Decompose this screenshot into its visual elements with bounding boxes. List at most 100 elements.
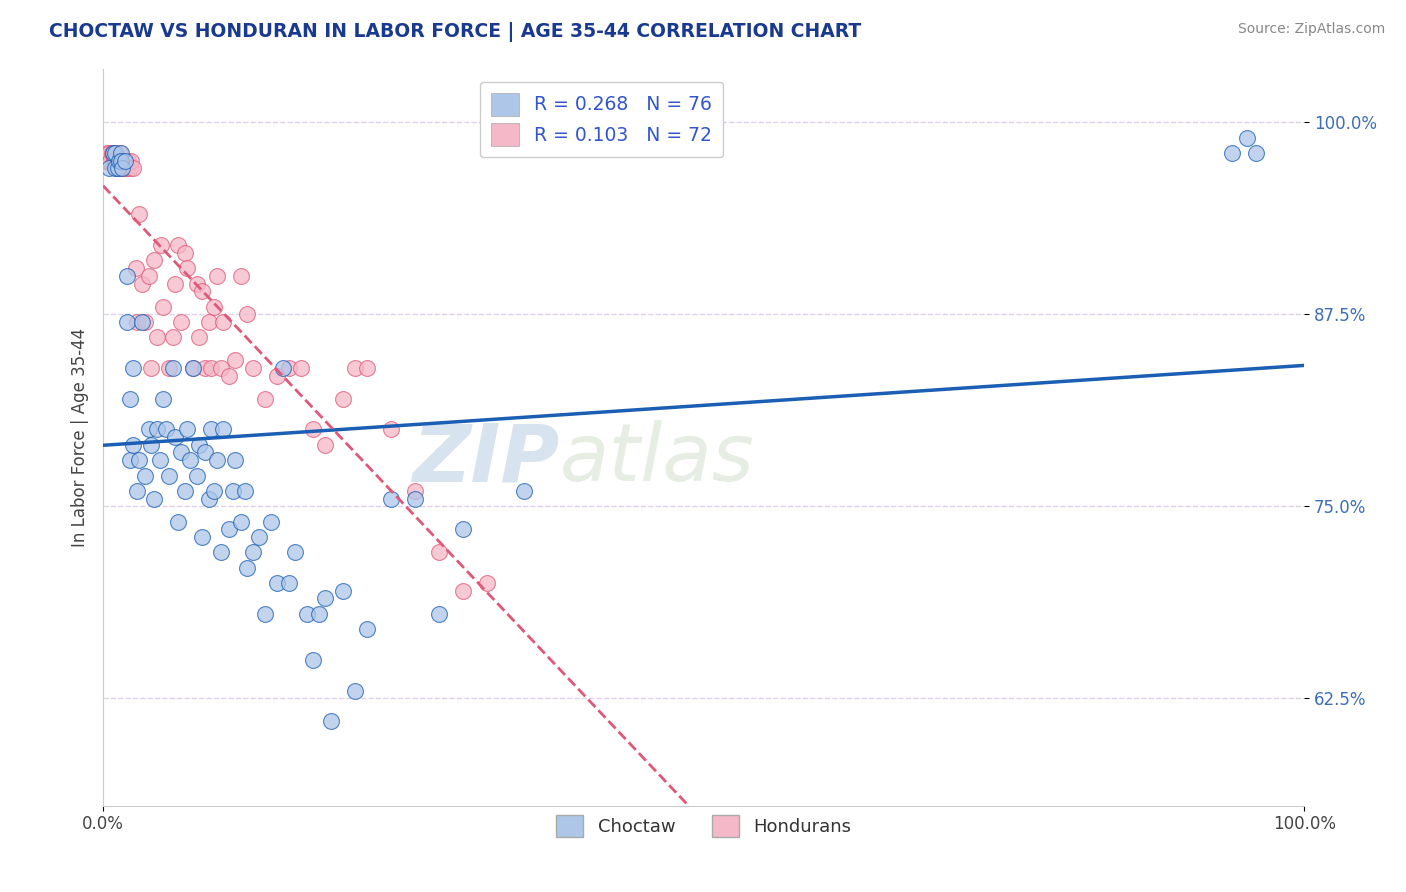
Point <box>181 361 204 376</box>
Point <box>118 161 141 176</box>
Point <box>188 330 211 344</box>
Point <box>94 153 117 168</box>
Point <box>186 468 208 483</box>
Point <box>224 453 246 467</box>
Point <box>207 453 229 467</box>
Point <box>233 483 256 498</box>
Point <box>120 153 142 168</box>
Point <box>260 515 283 529</box>
Point <box>125 483 148 498</box>
Point <box>149 238 172 252</box>
Point <box>173 483 195 498</box>
Point <box>134 315 156 329</box>
Point <box>107 161 129 176</box>
Point <box>104 161 127 176</box>
Point <box>254 392 277 406</box>
Point <box>117 153 139 168</box>
Point <box>148 453 170 467</box>
Point <box>429 545 451 559</box>
Point <box>332 392 354 406</box>
Point <box>166 515 188 529</box>
Point <box>236 560 259 574</box>
Point <box>380 422 402 436</box>
Point <box>297 607 319 621</box>
Point <box>103 153 125 168</box>
Point <box>356 361 378 376</box>
Point <box>198 491 221 506</box>
Point <box>242 361 264 376</box>
Point <box>98 153 121 168</box>
Point <box>236 307 259 321</box>
Point <box>101 146 124 161</box>
Point <box>142 491 165 506</box>
Point <box>146 330 169 344</box>
Point <box>181 361 204 376</box>
Point <box>209 545 232 559</box>
Point <box>141 361 163 376</box>
Point <box>138 268 160 283</box>
Point <box>356 622 378 636</box>
Point <box>404 491 426 506</box>
Point <box>142 253 165 268</box>
Point <box>128 453 150 467</box>
Point <box>429 607 451 621</box>
Point <box>104 146 127 161</box>
Point <box>179 453 201 467</box>
Point <box>380 491 402 506</box>
Point <box>224 353 246 368</box>
Point <box>170 445 193 459</box>
Point <box>477 576 499 591</box>
Point <box>254 607 277 621</box>
Point <box>107 153 129 168</box>
Point <box>98 146 121 161</box>
Point <box>200 361 222 376</box>
Point <box>155 422 177 436</box>
Point <box>101 146 124 161</box>
Point <box>111 161 134 176</box>
Point <box>122 438 145 452</box>
Point <box>198 315 221 329</box>
Point <box>212 422 235 436</box>
Point <box>453 522 475 536</box>
Point <box>131 315 153 329</box>
Point <box>321 714 343 729</box>
Point <box>308 607 330 621</box>
Point <box>1220 146 1243 161</box>
Point <box>190 284 212 298</box>
Point <box>404 483 426 498</box>
Point <box>290 361 312 376</box>
Point <box>107 161 129 176</box>
Point <box>207 268 229 283</box>
Y-axis label: In Labor Force | Age 35-44: In Labor Force | Age 35-44 <box>72 327 89 547</box>
Point <box>98 161 121 176</box>
Point <box>138 422 160 436</box>
Point <box>118 392 141 406</box>
Point <box>271 361 294 376</box>
Point <box>266 576 288 591</box>
Point <box>344 683 367 698</box>
Point <box>202 300 225 314</box>
Point <box>107 153 129 168</box>
Point <box>114 161 136 176</box>
Point <box>100 146 122 161</box>
Point <box>165 277 187 291</box>
Point <box>186 277 208 291</box>
Point <box>176 261 198 276</box>
Legend: Choctaw, Hondurans: Choctaw, Hondurans <box>550 808 858 845</box>
Point <box>512 483 534 498</box>
Point <box>194 445 217 459</box>
Point <box>344 361 367 376</box>
Point <box>218 368 240 383</box>
Point <box>242 545 264 559</box>
Point <box>170 315 193 329</box>
Point <box>176 422 198 436</box>
Point <box>141 438 163 452</box>
Point <box>218 522 240 536</box>
Point <box>112 153 135 168</box>
Point <box>231 515 253 529</box>
Point <box>278 361 301 376</box>
Point <box>278 576 301 591</box>
Point <box>202 483 225 498</box>
Point <box>115 153 138 168</box>
Point <box>128 207 150 221</box>
